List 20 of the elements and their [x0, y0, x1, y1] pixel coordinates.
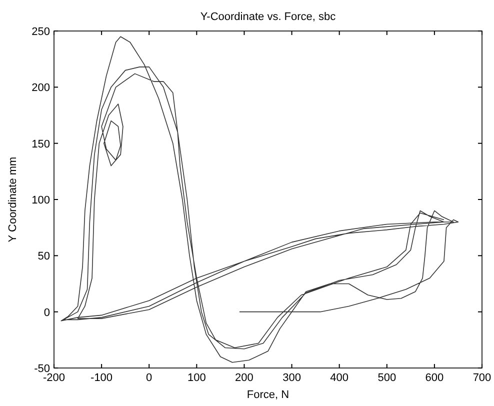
y-tick-label: 150	[32, 138, 50, 150]
x-tick-label: 0	[146, 372, 152, 384]
x-tick-label: 100	[187, 372, 206, 384]
x-tick-label: -200	[42, 372, 66, 384]
x-tick-label: 200	[235, 372, 254, 384]
x-axis-title: Force, N	[246, 389, 290, 401]
x-tick-label: 500	[378, 372, 396, 384]
y-tick-label: 200	[32, 82, 50, 94]
x-tick-label: 300	[282, 372, 301, 384]
chart-title: Y-Coordinate vs. Force, sbc	[200, 11, 336, 23]
y-tick-label: 100	[32, 194, 50, 206]
y-axis-title: Y Coordinate mm	[7, 156, 19, 242]
x-tick-label: -100	[90, 372, 113, 384]
y-tick-label: 250	[32, 26, 50, 38]
y-tick-label: 50	[38, 250, 50, 263]
x-tick-label: 400	[330, 372, 349, 384]
y-tick-label: 0	[44, 306, 50, 319]
x-tick-label: 700	[472, 372, 492, 384]
line-series	[60, 36, 459, 363]
x-tick-label: 600	[425, 372, 444, 384]
